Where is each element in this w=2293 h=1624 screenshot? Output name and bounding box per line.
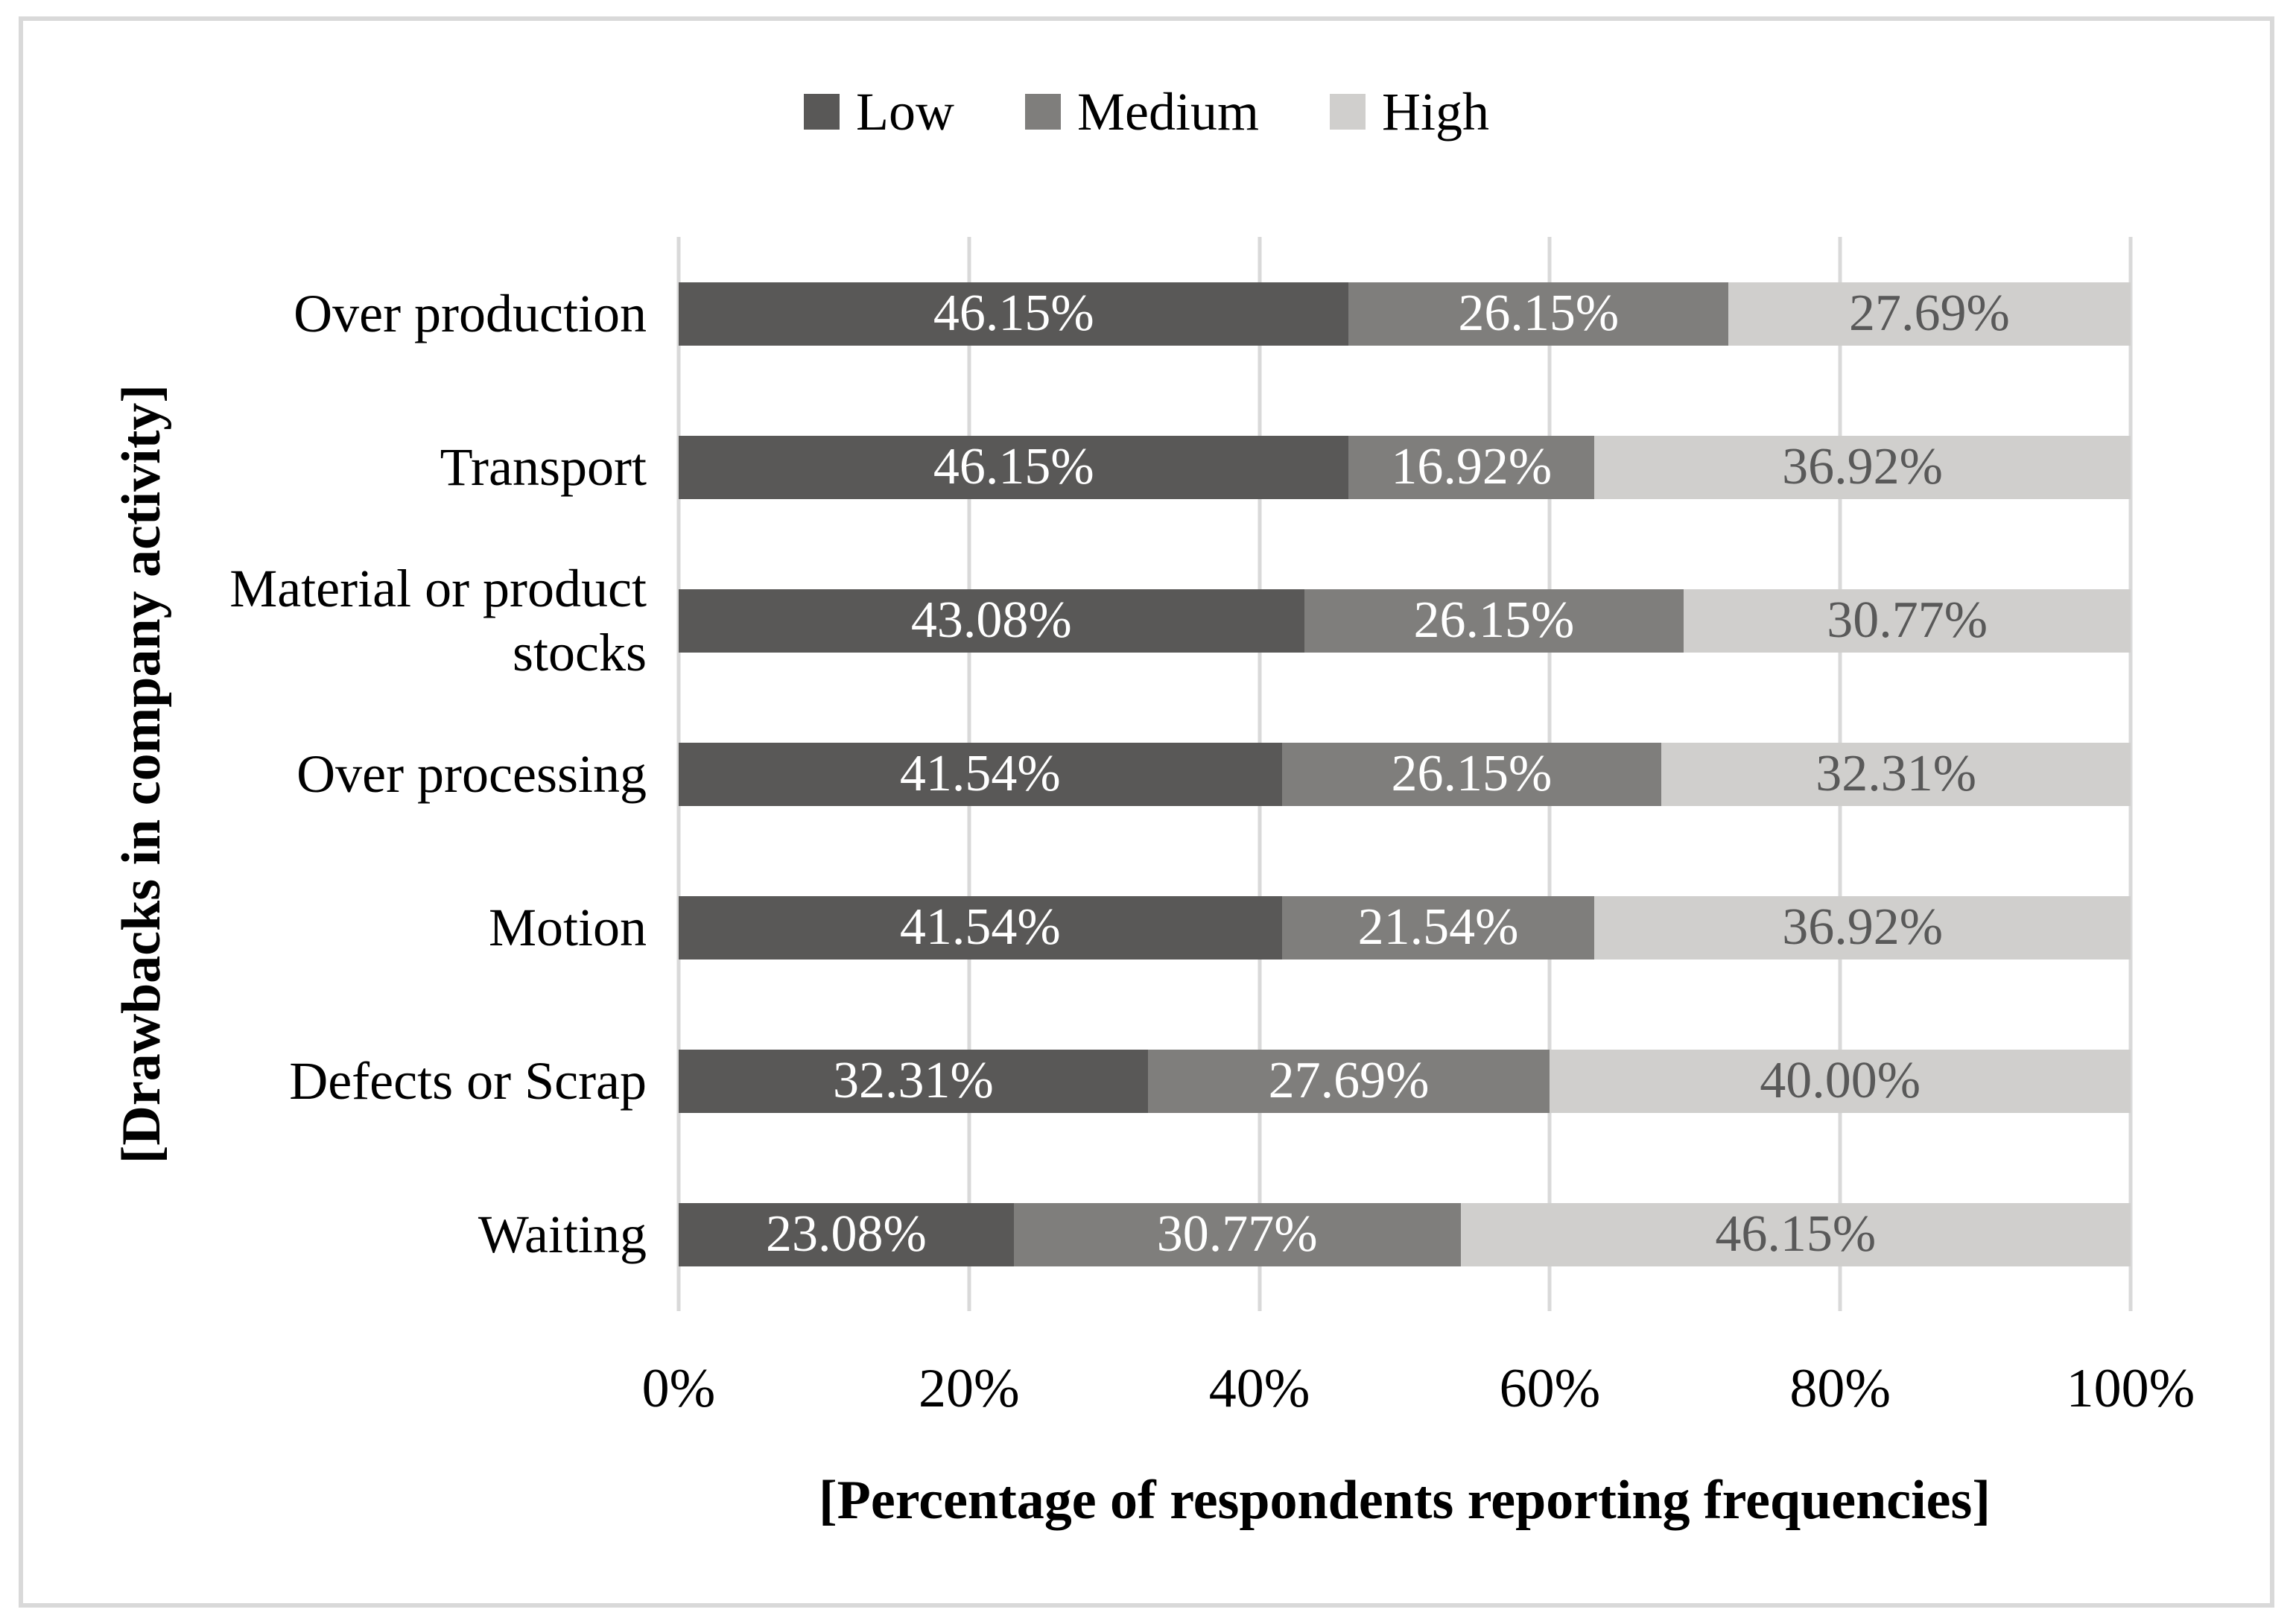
bar-row: 46.15% 16.92% 36.92% — [679, 390, 2131, 544]
legend-item-medium: Medium — [1025, 81, 1259, 143]
category-label-text: Motion — [488, 897, 647, 957]
x-tick-label: 80% — [1789, 1358, 1891, 1419]
bar-segment-high: 36.92% — [1594, 435, 2131, 499]
category-label: Defects or Scrap — [201, 1004, 647, 1158]
category-label-text: Waiting — [478, 1204, 647, 1264]
y-axis-title-text: [Drawbacks in company activity] — [110, 384, 172, 1164]
bar-segment-low: 23.08% — [679, 1202, 1014, 1266]
bar-segment-high: 32.31% — [1661, 742, 2131, 806]
legend-item-high: High — [1329, 81, 1489, 143]
x-tick-label: 100% — [2066, 1358, 2195, 1419]
bar-segment-medium: 21.54% — [1281, 895, 1595, 960]
y-axis-title: [Drawbacks in company activity] — [82, 237, 201, 1311]
bar-row: 32.31% 27.69% 40.00% — [679, 1004, 2131, 1158]
bar-segment-medium: 26.15% — [1348, 282, 1729, 346]
legend-swatch-high-icon — [1329, 94, 1366, 130]
legend-item-low: Low — [804, 81, 954, 143]
legend-label: High — [1381, 81, 1489, 142]
legend-swatch-low-icon — [804, 94, 840, 130]
stacked-bar: 23.08% 30.77% 46.15% — [679, 1202, 2131, 1266]
category-label-text: Defects or Scrap — [289, 1050, 647, 1111]
plot-area: 46.15% 26.15% 27.69% 46.15% 16.92% 36.92% 43.0… — [676, 237, 2133, 1311]
x-tick-label: 60% — [1499, 1358, 1601, 1419]
bar-segment-medium: 16.92% — [1348, 435, 1595, 499]
bar-segment-high: 46.15% — [1460, 1202, 2131, 1266]
bar-segment-low: 46.15% — [679, 435, 1349, 499]
bar-segment-low: 43.08% — [679, 589, 1304, 653]
stacked-bar: 32.31% 27.69% 40.00% — [679, 1049, 2131, 1113]
bar-row: 43.08% 26.15% 30.77% — [679, 544, 2131, 697]
x-tick-label: 0% — [641, 1358, 716, 1419]
category-label-column: Over production Transport Material or prod… — [201, 237, 647, 1311]
category-label-text: Over processing — [296, 743, 647, 804]
bar-segment-low: 41.54% — [679, 895, 1282, 960]
x-tick-label: 40% — [1208, 1358, 1310, 1419]
category-label-text: Transport — [440, 437, 647, 497]
bar-row: 23.08% 30.77% 46.15% — [679, 1158, 2131, 1311]
category-label-text: Material or product stocks — [229, 558, 647, 682]
figure-frame — [19, 16, 2274, 1608]
bar-row: 41.54% 26.15% 32.31% — [679, 697, 2131, 851]
legend: Low Medium High — [0, 74, 2293, 149]
category-label: Motion — [201, 851, 647, 1004]
x-tick-label: 20% — [918, 1358, 1020, 1419]
x-axis-title: [Percentage of respondents reporting fre… — [819, 1470, 1991, 1531]
category-label: Over processing — [201, 697, 647, 851]
bar-segment-high: 40.00% — [1550, 1049, 2131, 1113]
category-label: Material or product stocks — [201, 544, 647, 697]
category-label-text: Over production — [294, 283, 647, 343]
stacked-bar: 46.15% 26.15% 27.69% — [679, 282, 2131, 346]
stacked-bar: 46.15% 16.92% 36.92% — [679, 435, 2131, 499]
legend-label: Medium — [1077, 81, 1259, 142]
stacked-bar: 41.54% 21.54% 36.92% — [679, 895, 2131, 960]
category-label: Over production — [201, 237, 647, 390]
bar-row: 41.54% 21.54% 36.92% — [679, 851, 2131, 1004]
category-label: Waiting — [201, 1158, 647, 1311]
legend-label: Low — [856, 81, 954, 142]
bar-segment-medium: 27.69% — [1147, 1049, 1550, 1113]
bar-segment-medium: 30.77% — [1013, 1202, 1461, 1266]
bar-row: 46.15% 26.15% 27.69% — [679, 237, 2131, 390]
stacked-bar: 41.54% 26.15% 32.31% — [679, 742, 2131, 806]
bar-segment-medium: 26.15% — [1304, 589, 1684, 653]
bar-segment-low: 41.54% — [679, 742, 1282, 806]
bar-rows: 46.15% 26.15% 27.69% 46.15% 16.92% 36.92% 43.0… — [679, 237, 2131, 1311]
category-label: Transport — [201, 390, 647, 544]
bar-segment-high: 36.92% — [1594, 895, 2131, 960]
bar-segment-medium: 26.15% — [1281, 742, 1662, 806]
legend-swatch-medium-icon — [1025, 94, 1061, 130]
bar-segment-low: 32.31% — [679, 1049, 1148, 1113]
bar-segment-low: 46.15% — [679, 282, 1349, 346]
stacked-bar: 43.08% 26.15% 30.77% — [679, 589, 2131, 653]
gridline-100% — [2128, 237, 2133, 1311]
bar-segment-high: 30.77% — [1684, 589, 2131, 653]
x-axis-tick-labels: 0% 20% 40% 60% 80% 100% — [642, 1357, 2195, 1432]
bar-segment-high: 27.69% — [1728, 282, 2131, 346]
